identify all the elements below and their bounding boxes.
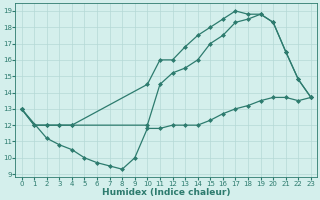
X-axis label: Humidex (Indice chaleur): Humidex (Indice chaleur) <box>102 188 230 197</box>
